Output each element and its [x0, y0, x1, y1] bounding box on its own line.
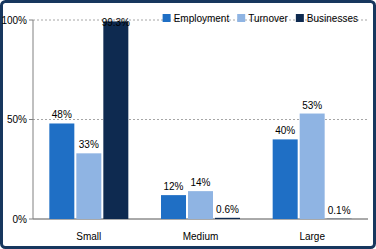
tick-label: 100% — [1, 15, 27, 26]
y-axis — [33, 20, 34, 219]
legend-label: Employment — [174, 13, 230, 24]
category-label: Large — [299, 231, 325, 242]
frame — [2, 2, 375, 248]
legend-swatch — [296, 14, 304, 22]
data-label: 40% — [275, 125, 295, 136]
data-label: 48% — [52, 109, 72, 120]
bar — [327, 218, 352, 219]
legend-label: Turnover — [248, 13, 288, 24]
legend: Employment Turnover Businesses — [163, 13, 358, 24]
bar — [103, 21, 128, 219]
data-label: 12% — [163, 181, 183, 192]
chart: 0% 50% 100% Small 48% 33% 99.3% Medium 12% 14% 0.6… — [0, 0, 376, 249]
category-label: Medium — [183, 231, 219, 242]
data-label: 99.3% — [102, 17, 130, 28]
legend-swatch — [237, 14, 245, 22]
bar — [273, 139, 298, 219]
bar — [215, 218, 240, 219]
legend-label: Businesses — [307, 13, 358, 24]
tick — [29, 219, 33, 220]
bar — [49, 123, 74, 219]
legend-swatch — [163, 14, 171, 22]
bar — [300, 114, 325, 219]
tick-label: 0% — [13, 214, 28, 225]
data-label: 14% — [190, 177, 210, 188]
data-label: 53% — [302, 100, 322, 111]
bar — [76, 153, 101, 219]
data-label: 0.1% — [328, 205, 351, 216]
tick-label: 50% — [7, 114, 27, 125]
data-label: 33% — [79, 139, 99, 150]
tick — [29, 20, 33, 21]
bar — [161, 195, 186, 219]
bars — [49, 21, 351, 219]
tick — [29, 119, 33, 120]
category-label: Small — [76, 231, 101, 242]
data-label: 0.6% — [216, 204, 239, 215]
bar — [188, 191, 213, 219]
